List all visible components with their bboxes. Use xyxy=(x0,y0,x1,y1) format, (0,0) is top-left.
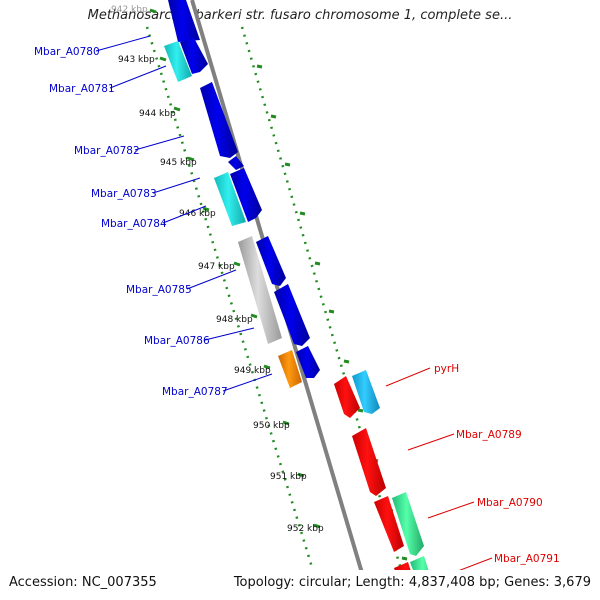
gene-label[interactable]: Mbar_A0785 xyxy=(126,284,192,296)
kbp-tick-label: 946 kbp xyxy=(179,209,216,219)
gene-arrow xyxy=(352,370,380,414)
topology-value: circular xyxy=(298,575,347,590)
kbp-tick-label: 950 kbp xyxy=(253,421,290,431)
topology-label: Topology: xyxy=(233,575,295,590)
kbp-tick-label: 948 kbp xyxy=(216,315,253,325)
gene-arrow xyxy=(200,82,238,158)
gene-arrow xyxy=(394,562,411,570)
kbp-tick-marks xyxy=(149,8,321,529)
kbp-tick-label: 951 kbp xyxy=(270,472,307,482)
gene-arrow xyxy=(256,236,286,286)
kbp-tick-label: 947 kbp xyxy=(198,262,235,272)
gene-arrow xyxy=(230,168,262,222)
gene-features-reverse xyxy=(164,0,320,388)
length-label: Length: xyxy=(355,575,405,590)
gene-features-forward xyxy=(334,370,429,570)
gene-arrow xyxy=(274,284,310,346)
kbp-tick-label: 944 kbp xyxy=(139,109,176,119)
genome-stats: Topology: circular; Length: 4,837,408 bp… xyxy=(233,575,591,590)
gene-arrow xyxy=(296,346,320,378)
accession-label: Accession: xyxy=(9,575,78,590)
genes-value: 3,679 xyxy=(553,575,591,590)
gene-arrow xyxy=(168,0,200,42)
gene-label[interactable]: Mbar_A0791 xyxy=(494,553,560,565)
gene-label[interactable]: Mbar_A0790 xyxy=(477,497,543,509)
length-value: 4,837,408 bp xyxy=(408,575,496,590)
gene-label[interactable]: Mbar_A0781 xyxy=(49,83,115,95)
gene-arrow xyxy=(374,496,404,552)
gene-arrow xyxy=(392,492,424,556)
gene-arrow xyxy=(238,236,282,344)
kbp-tick-label: 949 kbp xyxy=(234,366,271,376)
gene-label[interactable]: Mbar_A0789 xyxy=(456,429,522,441)
gene-arrow xyxy=(164,41,192,82)
gene-label[interactable]: Mbar_A0780 xyxy=(34,46,100,58)
gene-label[interactable]: Mbar_A0783 xyxy=(91,188,157,200)
gene-arrow xyxy=(352,428,386,496)
gene-label[interactable]: Mbar_A0787 xyxy=(162,386,228,398)
kbp-tick-label: 952 kbp xyxy=(287,524,324,534)
gene-label[interactable]: Mbar_A0786 xyxy=(144,335,210,347)
genes-label: Genes: xyxy=(504,575,550,590)
accession-info: Accession: NC_007355 xyxy=(9,575,157,590)
kbp-tick-label: 942 kbp xyxy=(111,5,148,15)
gene-arrow xyxy=(334,376,360,418)
gene-arrow xyxy=(180,38,208,74)
label-leader-lines xyxy=(95,35,493,570)
gene-label[interactable]: pyrH xyxy=(434,363,459,375)
gene-arrow xyxy=(228,156,244,170)
gene-label[interactable]: Mbar_A0784 xyxy=(101,218,167,230)
gene-arrow xyxy=(410,556,429,570)
gene-arrow xyxy=(278,350,302,388)
gene-label[interactable]: Mbar_A0782 xyxy=(74,145,140,157)
kbp-tick-label: 943 kbp xyxy=(118,55,155,65)
kbp-tick-label: 945 kbp xyxy=(160,158,197,168)
accession-value: NC_007355 xyxy=(81,575,157,590)
gene-arrow xyxy=(214,172,246,226)
